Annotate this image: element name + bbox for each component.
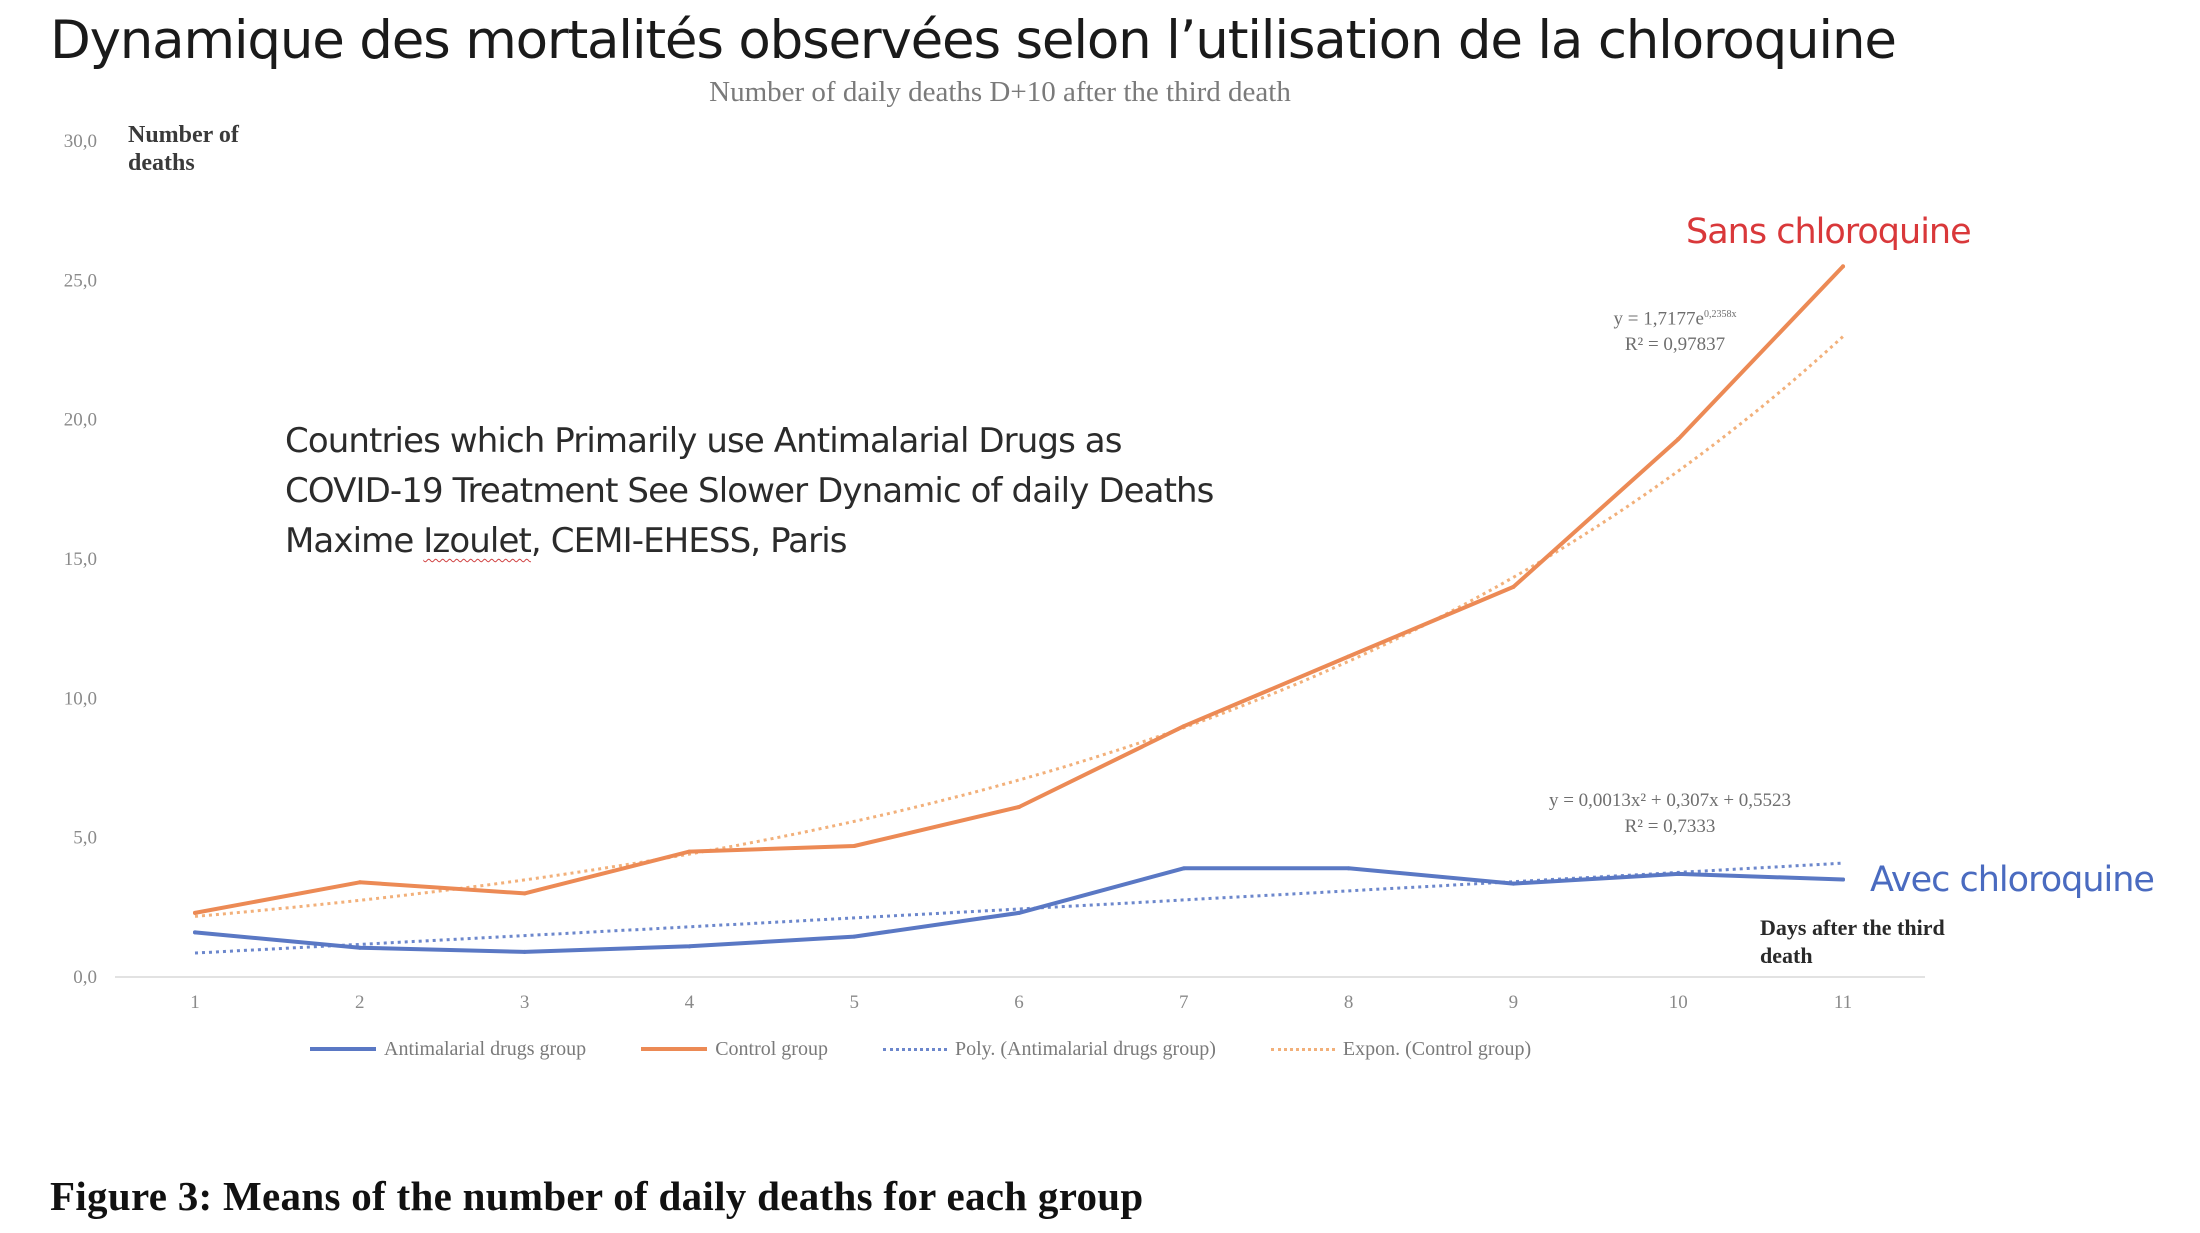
trendlines — [194, 335, 1845, 955]
poly-trendline — [194, 861, 1844, 955]
y-tick-label: 15,0 — [64, 549, 97, 570]
exponential-r2: R² = 0,97837 — [1624, 334, 1726, 356]
polynomial-formula: y = 0,0013x² + 0,307x + 0,5523 — [1548, 790, 1792, 811]
x-tick-label: 1 — [190, 992, 200, 1013]
data-point-antimalarial — [687, 944, 692, 949]
x-tick-label: 2 — [355, 992, 365, 1013]
annotation-line-2: COVID-19 Treatment See Slower Dynamic of… — [285, 471, 1214, 511]
data-point-antimalarial — [1346, 866, 1351, 871]
control-group-callout: Sans chloroquine — [1686, 212, 1972, 252]
y-tick-label: 5,0 — [73, 828, 97, 849]
chart-title: Number of daily deaths D+10 after the th… — [709, 76, 1291, 108]
data-point-control — [522, 891, 527, 896]
data-point-control — [1017, 805, 1021, 810]
slide-title: Dynamique des mortalités observées selon… — [50, 10, 1897, 71]
annotation-line-1: Countries which Primarily use Antimalari… — [285, 421, 1122, 461]
data-point-control — [1346, 654, 1351, 659]
series-lines — [193, 264, 1845, 954]
legend-label-antimalarial: Antimalarial drugs group — [384, 1037, 587, 1060]
x-tick-label: 3 — [520, 992, 530, 1013]
data-point-antimalarial — [852, 934, 857, 939]
legend-swatch-control — [641, 1047, 708, 1051]
x-tick-label: 11 — [1834, 992, 1852, 1013]
data-point-control — [193, 910, 197, 915]
data-point-antimalarial — [193, 930, 197, 935]
legend-item-control: Control group — [641, 1038, 828, 1061]
y-tick-label: 25,0 — [64, 270, 97, 291]
data-point-control — [1841, 264, 1845, 269]
legend-label-expon-trend: Expon. (Control group) — [1342, 1037, 1532, 1060]
legend-item-expon-trend: Expon. (Control group) — [1270, 1037, 1532, 1061]
y-axis-label: Number of deaths — [128, 122, 239, 176]
data-point-control — [852, 844, 857, 849]
y-tick-label: 20,0 — [64, 410, 97, 431]
data-point-antimalarial — [1181, 866, 1186, 871]
legend-swatch-antimalarial — [310, 1047, 376, 1051]
data-point-control — [1676, 437, 1681, 442]
legend-label-control: Control group — [715, 1037, 828, 1060]
y-tick-label: 30,0 — [64, 131, 97, 152]
figure-caption: Figure 3: Means of the number of daily d… — [50, 1173, 1144, 1219]
data-point-antimalarial — [522, 949, 527, 954]
polynomial-equation: y = 0,0013x² + 0,307x + 0,5523 R² = 0,73… — [1500, 788, 1840, 840]
x-tick-label: 4 — [685, 992, 695, 1013]
legend-item-antimalarial: Antimalarial drugs group — [310, 1038, 586, 1061]
legend-label-poly-trend: Poly. (Antimalarial drugs group) — [954, 1037, 1216, 1060]
x-tick-label: 5 — [849, 992, 859, 1013]
x-tick-label: 6 — [1014, 992, 1024, 1013]
data-point-antimalarial — [1511, 881, 1516, 886]
y-tick-label: 0,0 — [73, 967, 97, 988]
expon-trendline — [194, 335, 1845, 918]
data-point-antimalarial — [1676, 871, 1681, 876]
x-tick-label: 7 — [1179, 992, 1189, 1013]
axes: 0,0 5,0 10,0 15,0 20,0 25,0 30,0 1 2 3 4 5 6 7 8 9 10 11 — [64, 131, 1925, 1013]
legend-swatch-poly-trend — [882, 1047, 947, 1051]
x-tick-label: 10 — [1669, 992, 1688, 1013]
legend-item-poly-trend: Poly. (Antimalarial drugs group) — [882, 1037, 1216, 1061]
annotation-text: Countries which Primarily use Antimalari… — [285, 416, 1214, 566]
x-tick-label: 8 — [1344, 992, 1354, 1013]
data-point-control — [1511, 584, 1516, 589]
data-point-antimalarial — [1017, 910, 1021, 915]
data-point-control — [1181, 724, 1186, 729]
x-axis-label: Days after the third death — [1760, 915, 1945, 968]
exponential-equation: y = 1,7177e0,2358x R² = 0,97837 — [1565, 302, 1785, 358]
data-point-antimalarial — [357, 945, 362, 950]
data-point-control — [357, 880, 362, 885]
polynomial-r2: R² = 0,7333 — [1624, 816, 1716, 837]
x-tick-label: 9 — [1509, 992, 1519, 1013]
data-point-control — [687, 849, 692, 854]
legend-swatch-expon-trend — [1270, 1047, 1335, 1051]
data-point-antimalarial — [1841, 877, 1845, 882]
author-last-name: Izoulet — [423, 521, 532, 561]
y-tick-label: 10,0 — [64, 688, 97, 709]
author-affiliation: , CEMI-EHESS, Paris — [530, 521, 848, 561]
exponential-formula: y = 1,7177e0,2358x — [1613, 308, 1737, 330]
author-first-name: Maxime — [285, 521, 424, 561]
chart-legend: Antimalarial drugs group Control group P… — [310, 1034, 1531, 1064]
annotation-author-line: Maxime Izoulet, CEMI-EHESS, Paris — [285, 516, 1214, 566]
antimalarial-group-callout: Avec chloroquine — [1870, 860, 2155, 900]
